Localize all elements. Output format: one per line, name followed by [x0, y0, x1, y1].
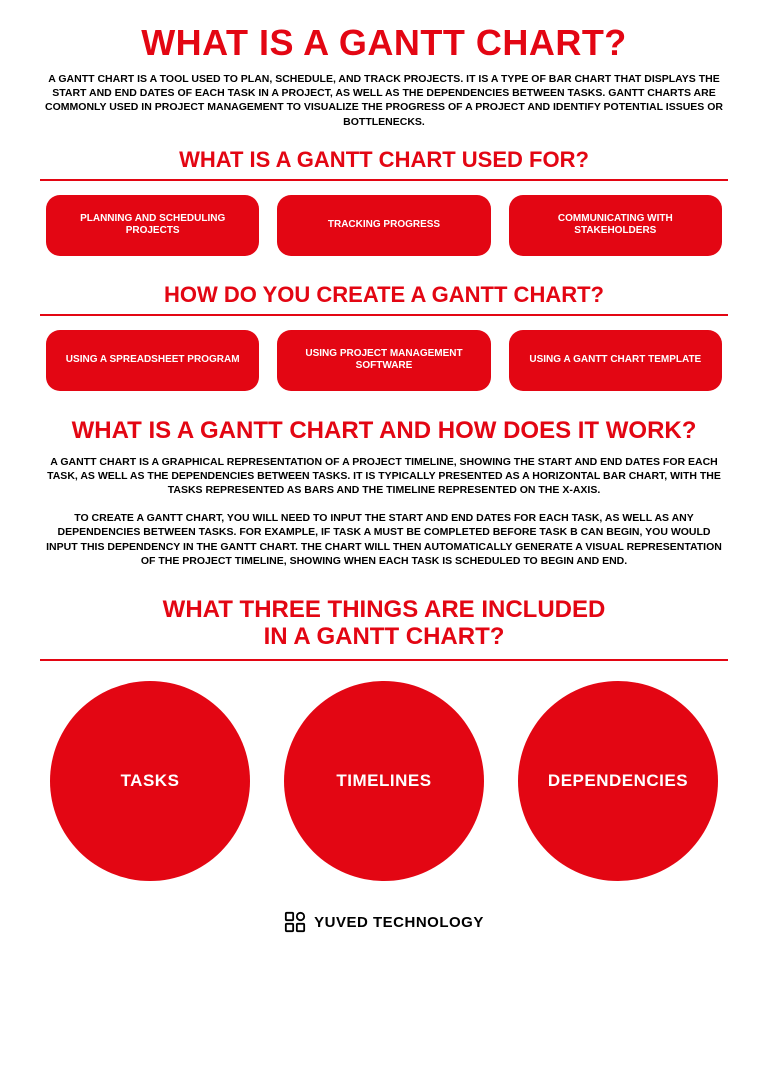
pill-item: TRACKING PROGRESS: [277, 195, 490, 256]
pill-item: PLANNING AND SCHEDULING PROJECTS: [46, 195, 259, 256]
pill-item: COMMUNICATING WITH STAKEHOLDERS: [509, 195, 722, 256]
section-title-three-things: WHAT THREE THINGS ARE INCLUDED IN A GANT…: [40, 596, 728, 651]
title-line: IN A GANTT CHART?: [264, 623, 505, 650]
pill-item: USING A GANTT CHART TEMPLATE: [509, 330, 722, 391]
title-line: WHAT THREE THINGS ARE INCLUDED: [163, 596, 606, 623]
pill-item: USING A SPREADSHEET PROGRAM: [46, 330, 259, 391]
divider: [40, 659, 728, 661]
divider: [40, 179, 728, 181]
pill-item: USING PROJECT MANAGEMENT SOFTWARE: [277, 330, 490, 391]
intro-paragraph: A GANTT CHART IS A TOOL USED TO PLAN, SC…: [40, 72, 728, 129]
circle-item: TIMELINES: [284, 681, 484, 881]
brand-name: YUVED TECHNOLOGY: [314, 914, 484, 931]
infographic-page: WHAT IS A GANTT CHART? A GANTT CHART IS …: [0, 0, 768, 933]
main-title: WHAT IS A GANTT CHART?: [40, 22, 728, 64]
section-title-used-for: WHAT IS A GANTT CHART USED FOR?: [40, 147, 728, 173]
divider: [40, 314, 728, 316]
circle-item: DEPENDENCIES: [518, 681, 718, 881]
section-title-how-works: WHAT IS A GANTT CHART AND HOW DOES IT WO…: [40, 417, 728, 445]
circle-item: TASKS: [50, 681, 250, 881]
circle-row: TASKS TIMELINES DEPENDENCIES: [40, 681, 728, 881]
brand-logo-icon: [284, 911, 306, 933]
how-works-para-2: TO CREATE A GANTT CHART, YOU WILL NEED T…: [40, 511, 728, 568]
footer: YUVED TECHNOLOGY: [40, 911, 728, 933]
section-title-create: HOW DO YOU CREATE A GANTT CHART?: [40, 282, 728, 308]
pill-row-used-for: PLANNING AND SCHEDULING PROJECTS TRACKIN…: [40, 195, 728, 256]
pill-row-create: USING A SPREADSHEET PROGRAM USING PROJEC…: [40, 330, 728, 391]
how-works-para-1: A GANTT CHART IS A GRAPHICAL REPRESENTAT…: [40, 455, 728, 498]
